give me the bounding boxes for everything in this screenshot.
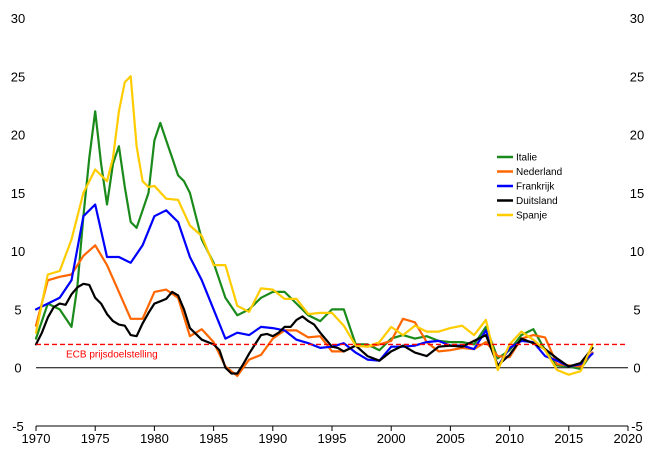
y-tick-label-right: 5	[633, 302, 640, 317]
chart-axes	[36, 367, 628, 427]
x-tick-label: 1970	[22, 431, 51, 446]
legend-label: Spanje	[516, 211, 548, 222]
x-tick-label: 2005	[436, 431, 465, 446]
y-tick-label-right: 30	[630, 11, 644, 26]
series-line-spanje	[34, 75, 594, 376]
series-line-italie	[34, 110, 594, 370]
y-tick-label-left: -5	[12, 419, 24, 434]
y-tick-label-left: 30	[11, 11, 25, 26]
x-tick-label: 2010	[495, 431, 524, 446]
chart-series-lines	[34, 75, 594, 377]
y-tick-label-left: 20	[11, 128, 25, 143]
legend-label: Duitsland	[516, 196, 558, 207]
y-tick-label-left: 5	[14, 302, 21, 317]
y-tick-label-right: 25	[630, 69, 644, 84]
series-line-nederland	[34, 244, 594, 377]
y-tick-label-right: 15	[630, 186, 644, 201]
y-tick-label-right: -5	[631, 419, 643, 434]
x-tick-label: 1985	[199, 431, 228, 446]
legend-label: Frankrijk	[516, 182, 555, 193]
chart-legend: Italie Nederland Frankrijk Duitsland Spanje	[497, 153, 562, 222]
y-tick-label-left: 15	[11, 186, 25, 201]
x-tick-label: 2000	[377, 431, 406, 446]
reference-line-label: ECB prijsdoelstelling	[66, 349, 158, 360]
series-line-frankrijk	[34, 203, 594, 368]
x-tick-label: 1980	[140, 431, 169, 446]
legend-label: Italie	[516, 153, 538, 164]
reference-line-group: ECB prijsdoelstelling	[36, 343, 628, 360]
y-tick-label-left: 0	[14, 361, 21, 376]
x-tick-label: 2015	[554, 431, 583, 446]
y-tick-label-right: 10	[630, 244, 644, 259]
y-tick-label-left: 10	[11, 244, 25, 259]
y-tick-label-left: 25	[11, 69, 25, 84]
y-tick-label-right: 20	[630, 128, 644, 143]
x-tick-label: 1990	[258, 431, 287, 446]
x-tick-label: 1995	[318, 431, 347, 446]
y-tick-label-right: 0	[633, 361, 640, 376]
legend-label: Nederland	[516, 167, 562, 178]
x-tick-label: 1975	[81, 431, 110, 446]
chart-ticks: 1970 1975 1980 1985 1990 1995 2000 2005 2010 2015…	[11, 11, 644, 446]
series-line-duitsland	[34, 282, 594, 375]
x-tick-label: 2020	[614, 431, 643, 446]
